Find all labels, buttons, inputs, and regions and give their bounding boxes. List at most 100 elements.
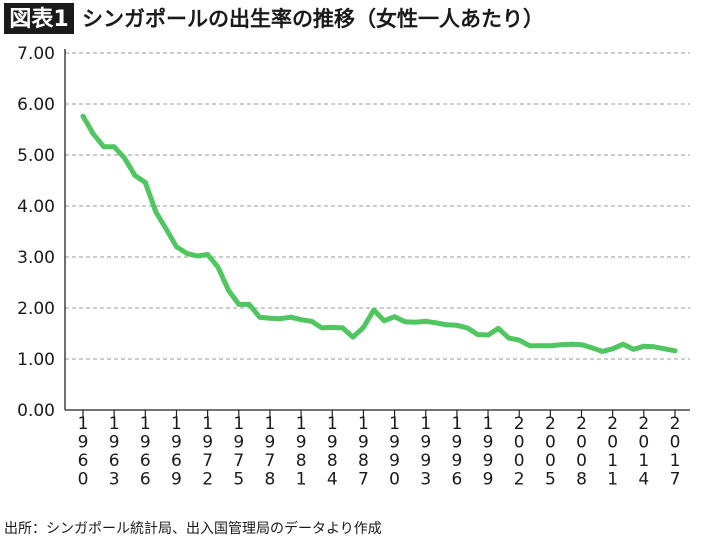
data-point <box>620 341 626 347</box>
data-point <box>485 332 491 338</box>
data-point <box>558 342 564 348</box>
data-point <box>651 344 657 350</box>
x-tick-digit: 7 <box>670 470 681 490</box>
data-point <box>371 307 377 313</box>
axes <box>64 49 690 417</box>
data-point <box>205 252 211 257</box>
x-tick-digit: 1 <box>265 414 276 434</box>
x-tick-digit: 3 <box>109 470 120 490</box>
y-tick-label: 2.00 <box>17 299 55 319</box>
data-point <box>236 302 242 307</box>
x-tick-digit: 8 <box>296 451 307 471</box>
data-point <box>163 226 169 232</box>
x-tick-digit: 1 <box>670 451 681 471</box>
data-point <box>277 316 283 322</box>
x-tick-digit: 9 <box>78 433 89 453</box>
y-tick-label: 6.00 <box>17 95 55 115</box>
x-tick-digit: 9 <box>483 433 494 453</box>
x-tick-digit: 1 <box>358 414 369 434</box>
x-tick-digit: 1 <box>296 414 307 434</box>
x-tick-digit: 1 <box>78 414 89 434</box>
x-tick-digit: 1 <box>483 414 494 434</box>
x-tick-digit: 4 <box>638 470 649 490</box>
data-point <box>568 341 574 347</box>
x-tick-digit: 9 <box>451 433 462 453</box>
x-tick-digit: 7 <box>202 451 213 471</box>
title-badge-background <box>4 3 74 34</box>
data-point <box>537 343 543 349</box>
data-point <box>309 318 314 324</box>
data-point <box>246 302 252 307</box>
x-tick-digit: 6 <box>451 470 462 490</box>
x-tick-digit: 1 <box>607 470 618 490</box>
x-tick-digit: 2 <box>576 414 587 434</box>
x-tick-digit: 9 <box>109 433 120 453</box>
data-point <box>475 332 481 337</box>
x-tick-digit: 1 <box>420 414 431 434</box>
data-point <box>174 244 179 250</box>
data-point <box>464 325 470 331</box>
x-tick-digit: 0 <box>389 470 400 490</box>
x-tick-digit: 9 <box>265 433 276 453</box>
series-line <box>80 113 678 354</box>
x-tick-digit: 9 <box>327 433 338 453</box>
x-tick-digit: 5 <box>545 470 556 490</box>
x-tick-digit: 0 <box>576 451 587 471</box>
x-tick-digit: 7 <box>265 451 276 471</box>
data-point <box>662 346 668 352</box>
x-axis-labels: 1 9 6 01 9 6 31 9 6 61 9 6 91 9 7 21 9 7 51 9 7 81 9 8 11 9 8 41 9 8 7… <box>78 414 681 490</box>
title-badge: 図表1 <box>9 7 68 32</box>
data-point <box>547 343 553 349</box>
x-tick-digit: 9 <box>358 433 369 453</box>
x-tick-digit: 0 <box>576 433 587 453</box>
x-tick-digit: 9 <box>483 470 494 490</box>
x-tick-digit: 9 <box>389 451 400 471</box>
y-tick-label: 0.00 <box>17 401 55 421</box>
x-tick-digit: 6 <box>171 451 182 471</box>
x-tick-digit: 9 <box>171 433 182 453</box>
data-point <box>288 314 294 320</box>
x-tick-digit: 8 <box>265 470 276 490</box>
y-tick-label: 3.00 <box>17 248 55 268</box>
x-tick-digit: 1 <box>171 414 182 434</box>
x-tick-digit: 0 <box>514 451 525 471</box>
x-tick-digit: 1 <box>327 414 338 434</box>
x-tick-digit: 0 <box>514 433 525 453</box>
data-point <box>194 253 200 259</box>
x-tick-digit: 4 <box>327 470 338 490</box>
y-axis-labels: 0.00 1.00 2.00 3.00 4.00 5.00 6.00 7.00 <box>17 44 55 421</box>
data-point <box>267 315 273 321</box>
data-point <box>142 180 148 185</box>
x-tick-digit: 6 <box>78 451 89 471</box>
data-point <box>350 334 356 340</box>
data-point <box>641 343 647 349</box>
data-point <box>579 342 584 348</box>
x-tick-digit: 2 <box>514 470 525 490</box>
data-point <box>101 144 107 150</box>
x-tick-digit: 8 <box>358 451 369 471</box>
y-tick-label: 1.00 <box>17 350 55 370</box>
source-note: 出所：シンガポール統計局、出入国管理局のデータより作成 <box>4 520 382 537</box>
x-tick-digit: 3 <box>420 470 431 490</box>
x-tick-digit: 9 <box>202 433 213 453</box>
x-tick-digit: 6 <box>109 451 120 471</box>
data-point <box>298 317 304 323</box>
data-point <box>132 173 138 178</box>
x-tick-digit: 9 <box>420 433 431 453</box>
x-tick-digit: 1 <box>607 451 618 471</box>
x-tick-digit: 1 <box>638 451 649 471</box>
x-tick-digit: 9 <box>451 451 462 471</box>
